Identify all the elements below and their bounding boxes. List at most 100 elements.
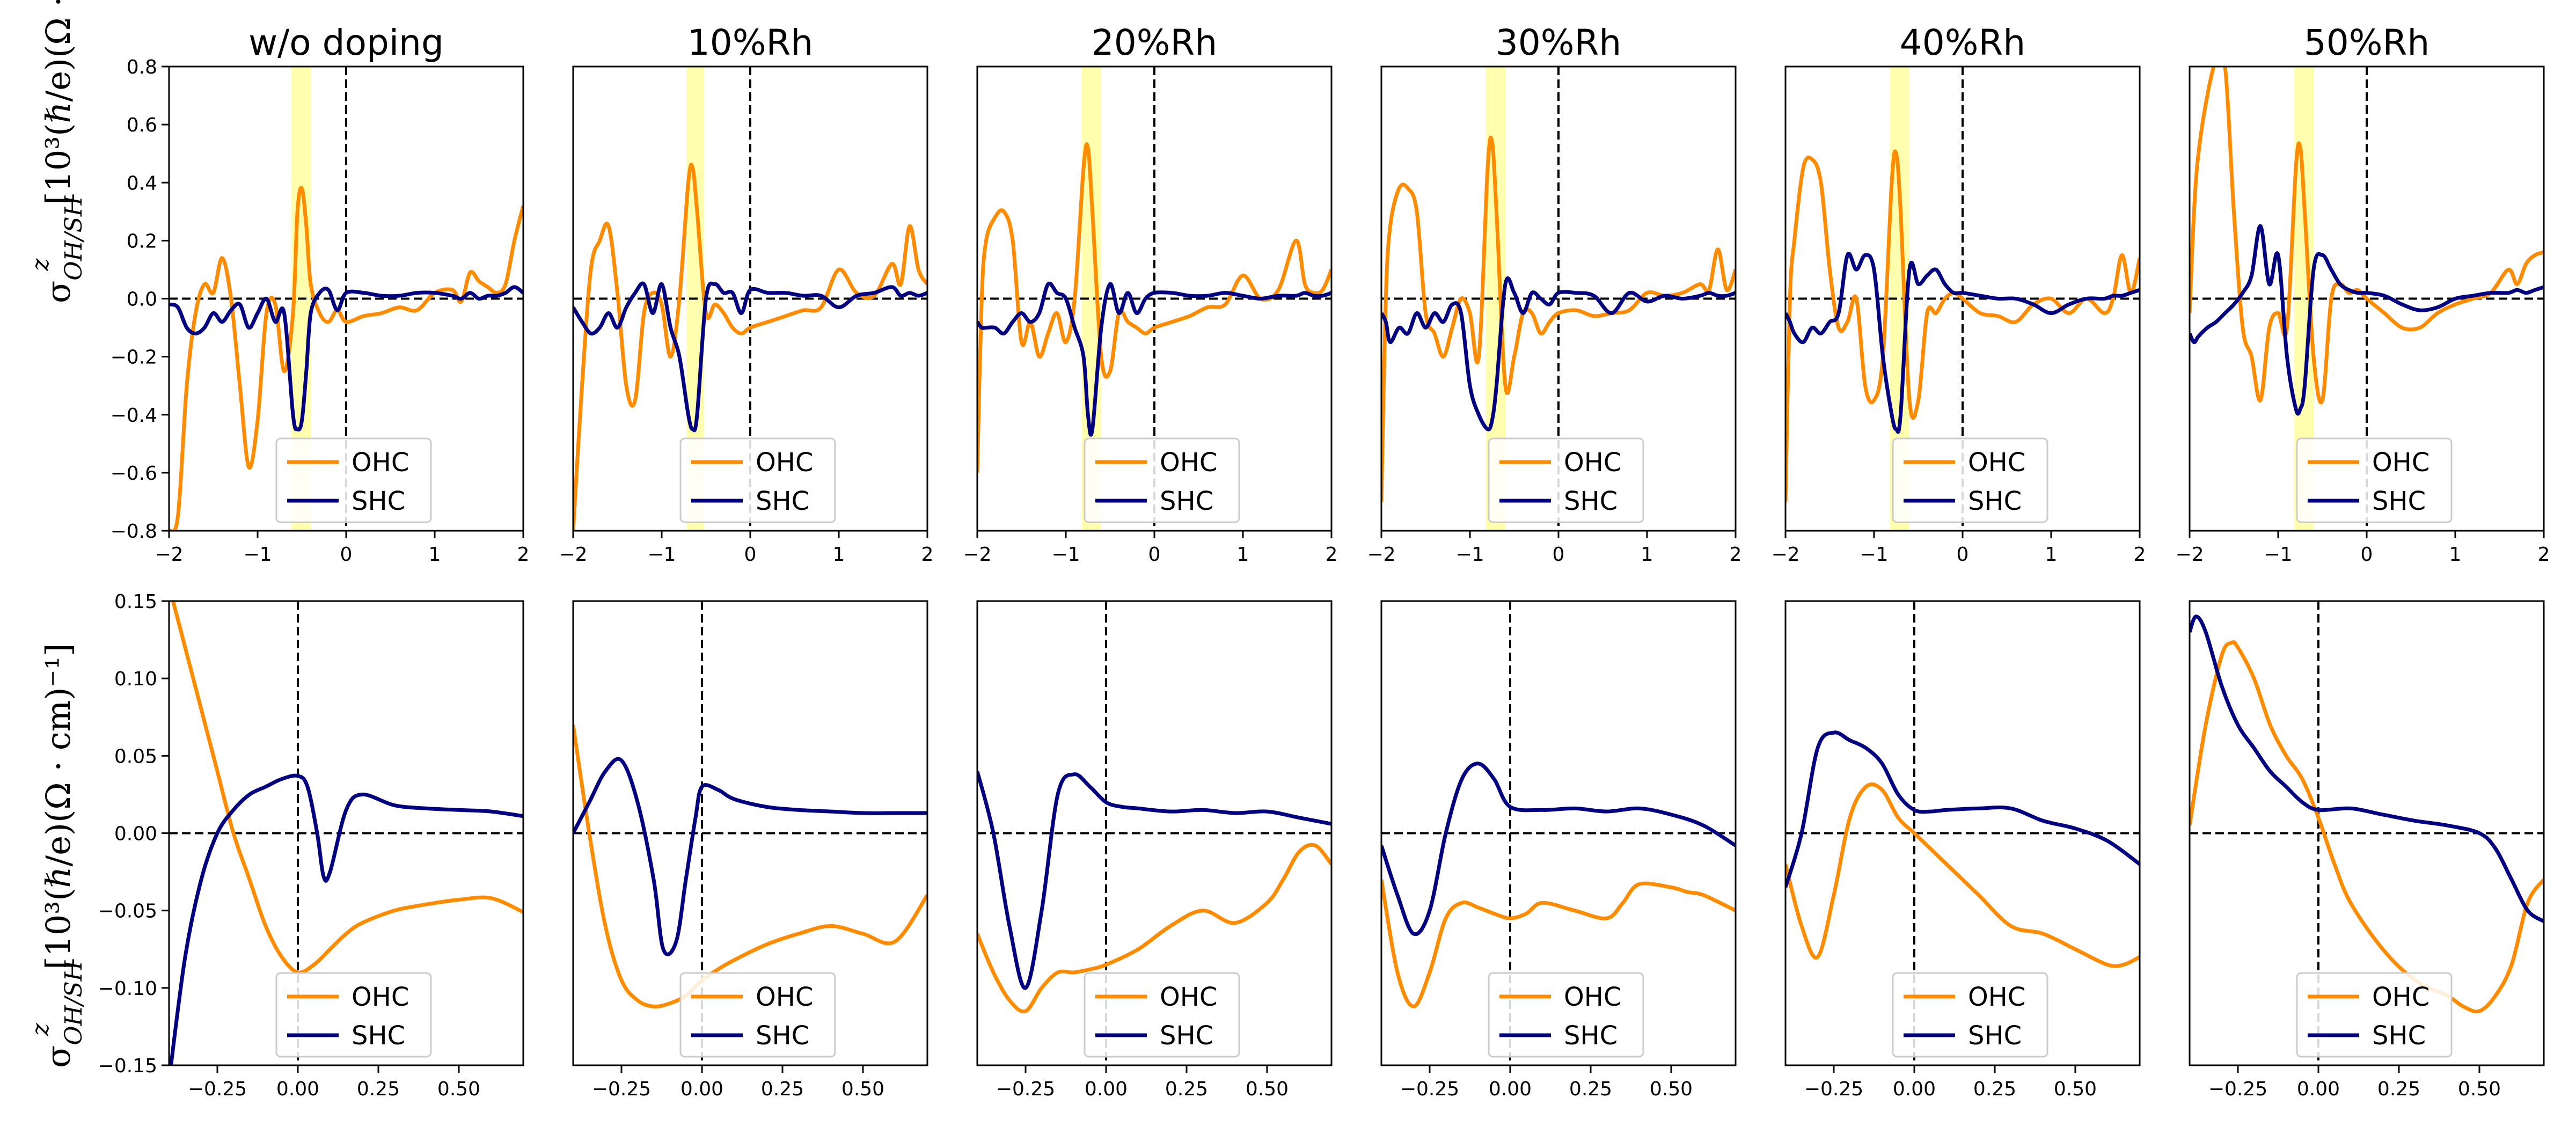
y-tick-label: −0.15 xyxy=(98,1055,157,1077)
y-tick-label: −0.6 xyxy=(111,463,157,485)
legend-label-shc: SHC xyxy=(2372,1021,2426,1051)
legend: OHC SHC xyxy=(2296,972,2453,1058)
x-tick-label: 0 xyxy=(744,544,757,566)
subplot-top-2: −2 −1 0 1 2 10%Rh OHC SHC xyxy=(559,22,933,566)
subplot-bottom-4: −0.25 0.00 0.25 0.50 OHC SHC xyxy=(1380,600,1737,1100)
series-line-shc xyxy=(2190,614,2544,923)
x-tick-label: 0.00 xyxy=(276,1078,319,1100)
subplot-top-5: −2 −1 0 1 2 40%Rh OHC SHC xyxy=(1771,22,2146,566)
y-axis-label-unit: [10³(ℏ/e)(Ω · cm)⁻¹] xyxy=(39,643,78,970)
subplot-bottom-5: −0.25 0.00 0.25 0.50 OHC SHC xyxy=(1784,600,2141,1100)
legend-label-shc: SHC xyxy=(1968,1021,2022,1051)
x-tick-label: 0.50 xyxy=(437,1078,480,1100)
x-tick-label: 0 xyxy=(2361,544,2373,566)
x-tick-label: 0 xyxy=(340,544,353,566)
subplot-top-4: −2 −1 0 1 2 30%Rh OHC SHC xyxy=(1367,22,1741,566)
legend-label-ohc: OHC xyxy=(756,982,813,1012)
series-group xyxy=(573,163,927,531)
y-tick-label: 0.6 xyxy=(127,114,157,136)
series-line-ohc xyxy=(573,163,927,531)
subplot-title: 40%Rh xyxy=(1900,22,2025,63)
x-tick-label: −2 xyxy=(559,544,587,566)
x-tick-label: 1 xyxy=(833,544,845,566)
subplot-title: 10%Rh xyxy=(687,22,813,63)
y-axis-label-symbol: σ xyxy=(39,1045,78,1068)
series-line-shc xyxy=(977,771,1331,990)
y-tick-label: 0.0 xyxy=(127,289,157,311)
legend-label-shc: SHC xyxy=(2372,486,2426,516)
y-tick-label: 0.05 xyxy=(114,745,157,767)
y-axis-label-unit: [10³(ℏ/e)(Ω · cm)⁻¹] xyxy=(39,0,78,205)
series-group xyxy=(2190,614,2544,1014)
legend: OHC SHC xyxy=(679,972,836,1058)
series-line-ohc xyxy=(1381,879,1736,1008)
legend: OHC SHC xyxy=(275,972,432,1058)
legend-label-shc: SHC xyxy=(756,486,809,516)
legend-label-ohc: OHC xyxy=(352,982,409,1012)
series-group xyxy=(1381,135,1736,502)
series-group xyxy=(977,142,1331,473)
subplot-title: 50%Rh xyxy=(2304,22,2429,63)
series-line-shc xyxy=(1381,276,1736,431)
x-tick-label: 0.50 xyxy=(2054,1078,2097,1100)
legend-label-ohc: OHC xyxy=(1968,448,2025,478)
x-tick-label: −1 xyxy=(1051,544,1080,566)
legend: OHC SHC xyxy=(2296,437,2453,523)
legend: OHC SHC xyxy=(1892,972,2048,1058)
x-tick-label: 0.50 xyxy=(1650,1078,1693,1100)
x-tick-label: −1 xyxy=(1860,544,1888,566)
y-tick-label: 0.2 xyxy=(127,230,157,252)
x-tick-label: 2 xyxy=(2134,544,2146,566)
x-tick-label: −2 xyxy=(1367,544,1395,566)
series-line-shc xyxy=(169,773,523,1065)
x-tick-label: 0.25 xyxy=(761,1078,804,1100)
x-tick-label: 1 xyxy=(2449,544,2462,566)
series-group xyxy=(573,724,927,1009)
legend-label-ohc: OHC xyxy=(2372,982,2429,1012)
x-tick-label: 0 xyxy=(1553,544,1565,566)
y-axis-label-symbol: σ xyxy=(39,281,78,303)
subplot-bottom-2: −0.25 0.00 0.25 0.50 OHC SHC xyxy=(572,600,928,1100)
series-line-ohc xyxy=(977,843,1331,1014)
series-line-shc xyxy=(169,285,523,431)
subplot-top-3: −2 −1 0 1 2 20%Rh OHC SHC xyxy=(963,22,1337,566)
series-line-shc xyxy=(573,757,927,956)
x-tick-label: −1 xyxy=(2264,544,2292,566)
series-line-ohc xyxy=(169,186,523,531)
y-axis-label-subscript: OH/SH xyxy=(60,960,87,1045)
legend: OHC SHC xyxy=(1084,972,1240,1058)
series-line-shc xyxy=(1785,730,2140,888)
y-tick-label: −0.2 xyxy=(111,347,157,369)
x-tick-label: −1 xyxy=(1455,544,1484,566)
y-axis-label-bottom: σOH/SH z [10³(ℏ/e)(Ω · cm)⁻¹] xyxy=(27,643,87,1068)
legend-label-shc: SHC xyxy=(1160,486,1213,516)
legend-label-shc: SHC xyxy=(1968,486,2022,516)
series-group xyxy=(169,601,523,1065)
x-tick-label: 2 xyxy=(1326,544,1338,566)
series-group xyxy=(169,186,523,531)
x-tick-label: −0.25 xyxy=(1804,1078,1863,1100)
x-tick-label: 2 xyxy=(921,544,934,566)
x-tick-label: −0.25 xyxy=(2208,1078,2267,1100)
legend-label-ohc: OHC xyxy=(1564,982,1621,1012)
x-tick-label: −1 xyxy=(243,544,272,566)
series-group xyxy=(977,771,1331,1014)
legend: OHC SHC xyxy=(1084,437,1240,523)
series-line-shc xyxy=(2190,224,2544,416)
y-tick-label: −0.4 xyxy=(111,405,157,427)
series-line-shc xyxy=(977,281,1331,437)
x-tick-label: −0.25 xyxy=(188,1078,247,1100)
x-tick-label: 2 xyxy=(1730,544,1742,566)
x-tick-label: 0.00 xyxy=(680,1078,723,1100)
y-tick-label: −0.10 xyxy=(98,978,157,1000)
x-tick-label: 0.00 xyxy=(1489,1078,1532,1100)
legend-label-shc: SHC xyxy=(1564,486,1618,516)
x-tick-label: 0.25 xyxy=(1165,1078,1208,1100)
x-tick-label: 0.00 xyxy=(1893,1078,1936,1100)
x-tick-label: 0.25 xyxy=(357,1078,400,1100)
y-tick-label: 0.10 xyxy=(114,668,157,690)
x-tick-label: −0.25 xyxy=(1400,1078,1459,1100)
subplot-top-1: −2 −1 0 1 2 −0.8 −0.6 −0.4 −0.2 0.0 0.2 0.4 0.6 0.8 w/… xyxy=(111,22,530,566)
series-line-ohc xyxy=(1381,135,1736,502)
legend-label-shc: SHC xyxy=(1160,1021,1213,1051)
